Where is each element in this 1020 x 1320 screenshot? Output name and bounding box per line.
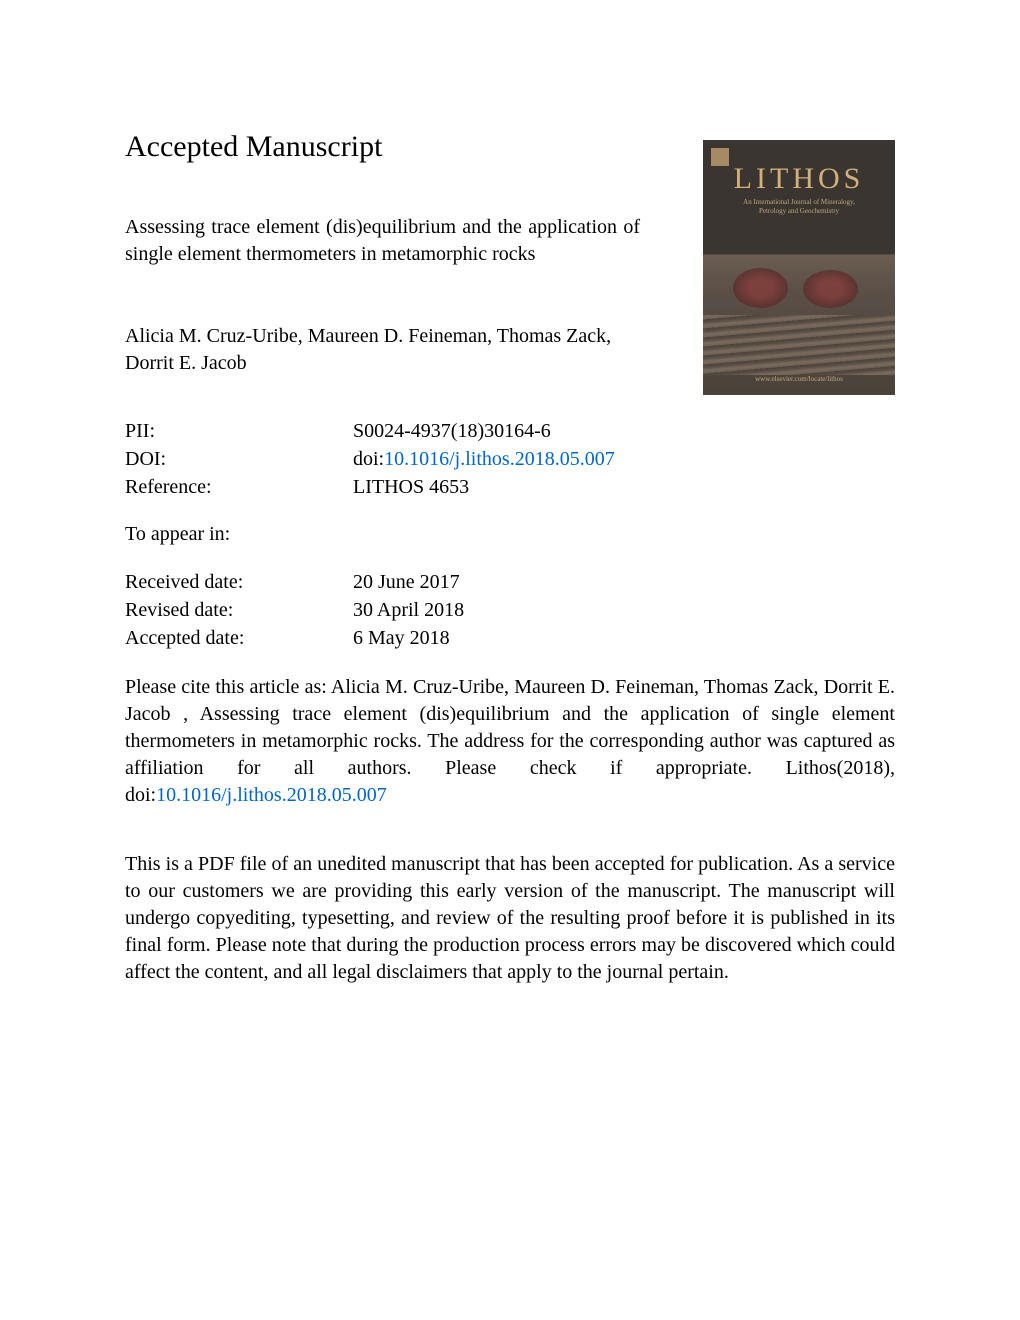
journal-cover-thumbnail: LITHOS An International Journal of Miner… <box>703 140 895 395</box>
article-title: Assessing trace element (dis)equilibrium… <box>125 214 640 268</box>
article-authors: Alicia M. Cruz-Uribe, Maureen D. Feinema… <box>125 323 640 377</box>
cover-rock-illustration <box>733 268 788 308</box>
received-label: Received date: <box>125 568 353 596</box>
accepted-label: Accepted date: <box>125 624 353 652</box>
meta-row-pii: PII: S0024-4937(18)30164-6 <box>125 417 895 445</box>
doi-link[interactable]: 10.1016/j.lithos.2018.05.007 <box>384 448 615 470</box>
doi-prefix: doi: <box>353 448 384 470</box>
accepted-value: 6 May 2018 <box>353 624 450 652</box>
journal-cover-subtitle: An International Journal of Mineralogy, … <box>703 198 895 216</box>
meta-row-reference: Reference: LITHOS 4653 <box>125 473 895 501</box>
journal-cover-url: www.elsevier.com/locate/lithos <box>703 375 895 383</box>
header-row: Accepted Manuscript Assessing trace elem… <box>125 130 895 417</box>
received-value: 20 June 2017 <box>353 568 460 596</box>
citation-doi-link[interactable]: 10.1016/j.lithos.2018.05.007 <box>156 784 387 806</box>
to-appear-in-label: To appear in: <box>125 523 895 546</box>
cover-subtitle-line2: Petrology and Geochemistry <box>759 207 839 215</box>
meta-row-doi: DOI: doi:10.1016/j.lithos.2018.05.007 <box>125 445 895 473</box>
disclaimer-paragraph: This is a PDF file of an unedited manusc… <box>125 851 895 986</box>
cover-subtitle-line1: An International Journal of Mineralogy, <box>743 198 855 206</box>
revised-value: 30 April 2018 <box>353 596 464 624</box>
accepted-heading: Accepted Manuscript <box>125 130 683 164</box>
left-column: Accepted Manuscript Assessing trace elem… <box>125 130 703 417</box>
meta-row-revised: Revised date: 30 April 2018 <box>125 596 895 624</box>
pii-label: PII: <box>125 417 353 445</box>
meta-row-received: Received date: 20 June 2017 <box>125 568 895 596</box>
metadata-block-1: PII: S0024-4937(18)30164-6 DOI: doi:10.1… <box>125 417 895 501</box>
cover-rock-illustration <box>803 270 858 308</box>
journal-cover-title: LITHOS <box>703 162 895 196</box>
citation-paragraph: Please cite this article as: Alicia M. C… <box>125 674 895 809</box>
cover-strata-illustration <box>703 315 895 375</box>
reference-value: LITHOS 4653 <box>353 473 469 501</box>
meta-row-accepted: Accepted date: 6 May 2018 <box>125 624 895 652</box>
reference-label: Reference: <box>125 473 353 501</box>
revised-label: Revised date: <box>125 596 353 624</box>
metadata-block-2: Received date: 20 June 2017 Revised date… <box>125 568 895 652</box>
doi-value: doi:10.1016/j.lithos.2018.05.007 <box>353 445 615 473</box>
pii-value: S0024-4937(18)30164-6 <box>353 417 551 445</box>
doi-label: DOI: <box>125 445 353 473</box>
